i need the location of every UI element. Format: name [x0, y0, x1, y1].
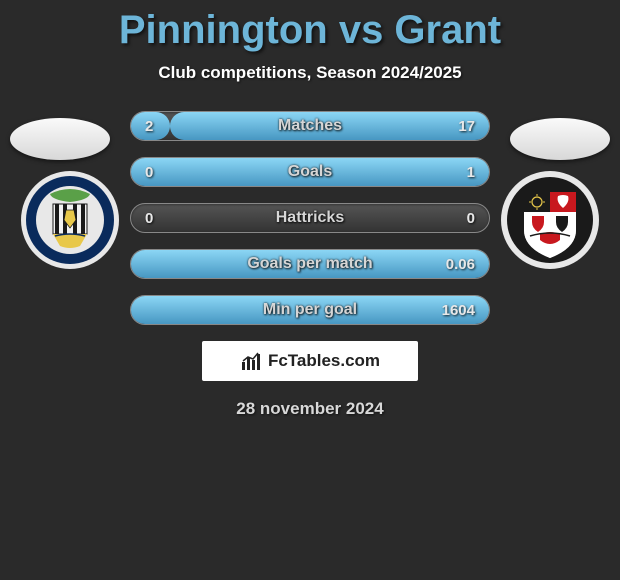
date-text: 28 november 2024 [0, 399, 620, 419]
stat-value-left: 0 [145, 164, 153, 181]
stat-value-left: 0 [145, 210, 153, 227]
stat-row: 1604 Min per goal [130, 295, 490, 325]
stat-label: Hattricks [276, 209, 344, 227]
stat-row: 2 17 Matches [130, 111, 490, 141]
stat-value-right: 17 [458, 118, 475, 135]
stat-value-right: 0.06 [446, 256, 475, 273]
stat-value-right: 0 [467, 210, 475, 227]
stat-label: Goals [288, 163, 332, 181]
chart-icon [240, 350, 262, 372]
stat-label: Goals per match [247, 255, 372, 273]
page-subtitle: Club competitions, Season 2024/2025 [0, 63, 620, 83]
page-title: Pinnington vs Grant [0, 0, 620, 53]
stat-value-right: 1 [467, 164, 475, 181]
stat-row: 0.06 Goals per match [130, 249, 490, 279]
stat-row: 0 1 Goals [130, 157, 490, 187]
flag-oval-left [10, 118, 110, 160]
team-crest-left [20, 170, 120, 270]
stats-container: 2 17 Matches 0 1 Goals 0 0 Hattricks 0.06 Goals pe… [130, 111, 490, 325]
stat-value-left: 2 [145, 118, 153, 135]
team-crest-right [500, 170, 600, 270]
stat-row: 0 0 Hattricks [130, 203, 490, 233]
stat-label: Min per goal [263, 301, 357, 319]
brand-text: FcTables.com [268, 351, 380, 371]
stat-label: Matches [278, 117, 342, 135]
brand-box: FcTables.com [202, 341, 418, 381]
flag-oval-right [510, 118, 610, 160]
stat-value-right: 1604 [442, 302, 475, 319]
